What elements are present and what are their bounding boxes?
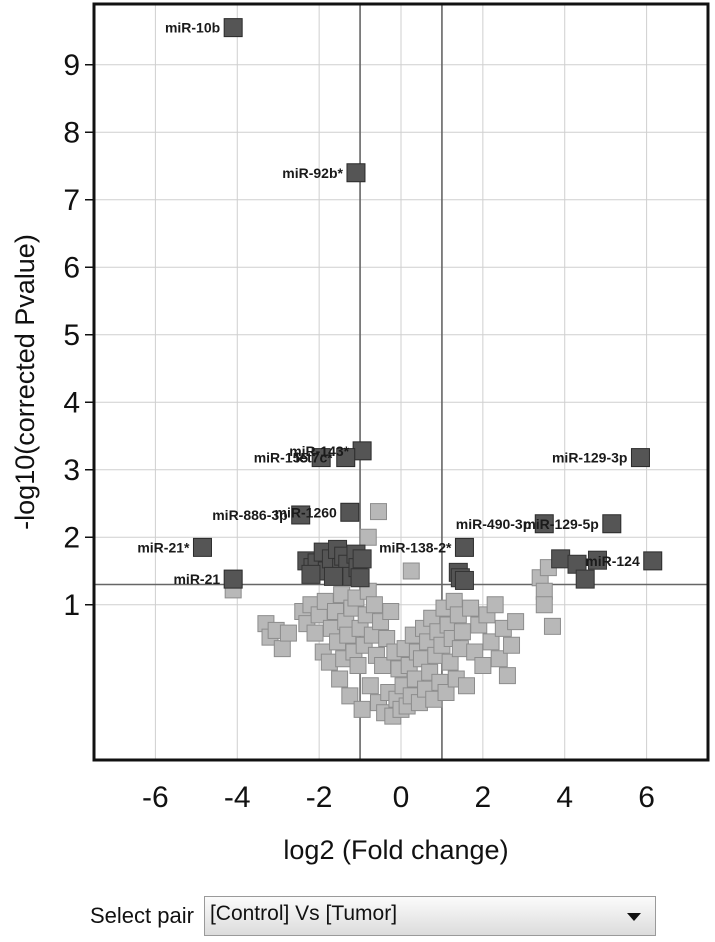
point-nonsignificant — [457, 677, 475, 695]
x-tick-label: -6 — [142, 781, 169, 814]
point-nonsignificant — [341, 687, 359, 705]
grid-lines — [94, 4, 708, 760]
point-nonsignificant — [306, 624, 324, 642]
point-nonsignificant — [279, 624, 297, 642]
point-labeled — [454, 537, 474, 557]
y-axis-title: -log10(corrected Pvalue) — [10, 234, 40, 530]
point-label: let7c* — [295, 450, 333, 466]
point-nonsignificant — [453, 623, 471, 641]
point-nonsignificant — [486, 596, 504, 614]
point-nonsignificant — [498, 667, 516, 685]
point-labeled — [223, 18, 243, 38]
point-label: miR-124 — [585, 553, 640, 569]
point-significant — [575, 569, 595, 589]
point-nonsignificant — [535, 596, 553, 614]
point-nonsignificant — [382, 603, 400, 620]
x-axis-ticks: -6 -4 -2 0 2 4 6 — [142, 781, 655, 814]
point-label: miR-138-2* — [379, 539, 452, 555]
point-label: miR-886-3p — [212, 507, 287, 523]
point-nonsignificant — [361, 677, 379, 695]
point-labeled — [602, 514, 622, 534]
x-axis-title: log2 (Fold change) — [283, 835, 508, 865]
point-label: miR-1260 — [275, 504, 337, 520]
point-nonsignificant — [437, 684, 455, 701]
point-nonsignificant — [462, 599, 480, 617]
y-tick-label: 3 — [63, 454, 80, 487]
point-labeled — [346, 163, 366, 183]
point-nonsignificant — [365, 596, 383, 614]
x-tick-label: -2 — [306, 781, 333, 814]
y-tick-label: 4 — [63, 386, 80, 419]
point-significant — [587, 550, 607, 570]
point-labeled — [192, 537, 212, 557]
point-nonsignificant — [349, 657, 367, 674]
x-tick-label: -4 — [224, 781, 251, 814]
point-label: miR-21 — [173, 571, 220, 587]
x-tick-label: 4 — [556, 781, 573, 814]
y-tick-label: 7 — [63, 184, 80, 217]
point-nonsignificant — [451, 640, 469, 658]
point-significant — [323, 566, 343, 586]
point-nonsignificant — [543, 617, 561, 635]
point-nonsignificant — [490, 650, 508, 668]
point-nonsignificant — [482, 633, 500, 651]
point-nonsignificant — [353, 700, 371, 718]
point-nonsignificant — [369, 503, 387, 521]
point-nonsignificant — [402, 562, 420, 580]
y-tick-label: 6 — [63, 251, 80, 284]
y-tick-label: 1 — [63, 589, 80, 622]
y-axis-ticks: 1 2 3 4 5 6 7 8 9 — [63, 49, 94, 622]
y-tick-label: 8 — [63, 116, 80, 149]
point-significant — [350, 568, 370, 588]
select-pair-row: Select pair [Control] Vs [Tumor] — [90, 893, 656, 939]
select-pair-label: Select pair — [90, 903, 194, 928]
point-labeled — [352, 441, 372, 461]
point-labeled — [643, 551, 663, 571]
point-labeled — [311, 448, 331, 468]
select-pair-dropdown[interactable]: [Control] Vs [Tumor] — [203, 896, 656, 936]
point-label: miR-490-3p — [456, 516, 531, 532]
chevron-down-icon[interactable] — [626, 913, 641, 921]
point-labeled — [223, 569, 243, 589]
point-significant — [454, 570, 474, 590]
point-labeled — [336, 448, 356, 468]
point-nonsignificant — [507, 613, 525, 631]
plot-frame — [92, 2, 710, 762]
point-labeled — [630, 448, 650, 468]
point-label: miR-129-3p — [552, 450, 627, 466]
point-label: miR-92b* — [282, 165, 343, 181]
point-significant — [551, 549, 571, 569]
point-labeled — [340, 502, 360, 522]
y-tick-label: 5 — [63, 319, 80, 352]
y-tick-label: 9 — [63, 49, 80, 82]
x-tick-label: 6 — [638, 781, 655, 814]
y-tick-label: 2 — [63, 521, 80, 554]
point-nonsignificant — [441, 653, 459, 671]
point-nonsignificant — [320, 653, 338, 671]
point-label: miR-21* — [137, 539, 190, 555]
x-tick-label: 0 — [393, 781, 410, 814]
point-significant — [301, 564, 321, 584]
point-labeled — [534, 514, 554, 534]
select-pair-value: [Control] Vs [Tumor] — [209, 902, 398, 925]
point-nonsignificant — [503, 636, 521, 654]
point-label: miR-10b — [165, 20, 220, 36]
point-label: miR-129-5p — [523, 516, 598, 532]
point-nonsignificant — [331, 670, 349, 688]
point-nonsignificant — [359, 528, 377, 546]
point-label: miR-143* — [289, 443, 349, 459]
point-nonsignificant — [273, 640, 291, 658]
data-points — [192, 18, 663, 725]
point-labeled — [291, 505, 311, 525]
point-nonsignificant — [474, 657, 492, 674]
point-significant — [352, 549, 372, 569]
point-label: miR-155 — [254, 450, 309, 466]
x-tick-label: 2 — [475, 781, 492, 814]
